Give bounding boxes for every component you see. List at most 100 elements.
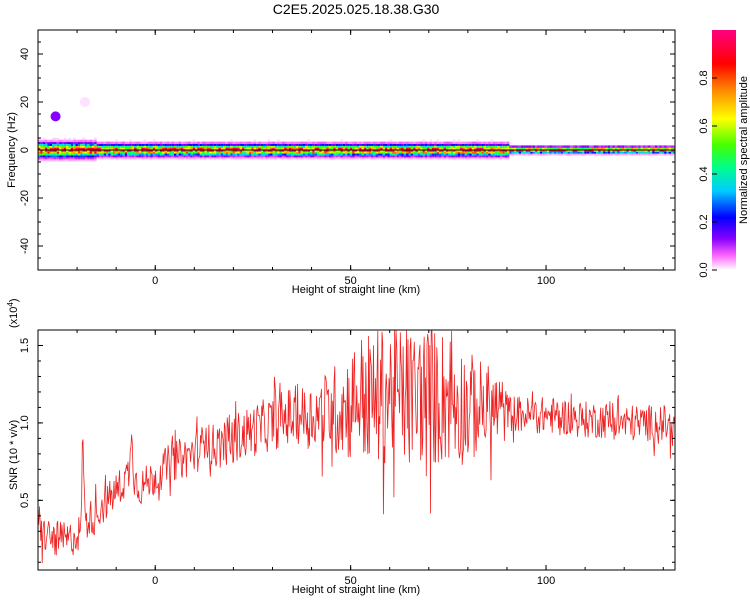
heatmap-cell — [549, 145, 552, 148]
heatmap-cell — [434, 151, 437, 154]
heatmap-cell — [509, 153, 512, 156]
heatmap-cell — [300, 145, 303, 148]
heatmap-cell — [138, 153, 142, 156]
heatmap-cell — [70, 143, 74, 146]
heatmap-cell — [525, 147, 529, 150]
heatmap-cell — [101, 143, 104, 146]
heatmap-cell — [612, 153, 615, 156]
heatmap-cell — [195, 151, 198, 154]
heatmap-cell — [277, 143, 280, 146]
heatmap-cell — [446, 157, 449, 160]
heatmap-cell — [145, 155, 149, 158]
heatmap-cell — [560, 147, 564, 150]
heatmap-cell — [59, 157, 62, 160]
heatmap-cell — [469, 155, 472, 158]
heatmap-cell — [171, 155, 175, 158]
heatmap-cell — [535, 153, 538, 156]
heatmap-cell — [511, 145, 514, 148]
heatmap-cell — [89, 141, 92, 144]
heatmap-cell — [167, 151, 170, 154]
heatmap-cell — [610, 151, 613, 154]
heatmap-cell — [134, 147, 137, 150]
heatmap-cell — [75, 155, 78, 158]
heatmap-cell — [164, 147, 167, 150]
heatmap-cell — [96, 151, 99, 154]
heatmap-cell — [340, 143, 343, 146]
heatmap-cell — [331, 141, 334, 144]
heatmap-cell — [589, 147, 592, 150]
heatmap-cell — [485, 157, 489, 160]
heatmap-cell — [220, 153, 224, 156]
heatmap-cell — [131, 155, 135, 158]
heatmap-cell — [251, 151, 254, 154]
heatmap-cell — [291, 145, 294, 148]
heatmap-cell — [138, 141, 142, 144]
heatmap-cell — [495, 151, 498, 154]
heatmap-cell — [340, 147, 343, 150]
heatmap-cell — [242, 157, 245, 160]
heatmap-cell — [91, 153, 95, 156]
heatmap-cell — [115, 151, 118, 154]
heatmap-cell — [288, 145, 292, 148]
heatmap-cell — [239, 155, 243, 158]
heatmap-cell — [113, 147, 116, 150]
heatmap-cell — [63, 141, 67, 144]
heatmap-cell — [335, 157, 339, 160]
heatmap-cell — [499, 153, 503, 156]
heatmap-cell — [277, 155, 280, 158]
heatmap-cell — [38, 137, 41, 141]
heatmap-cell — [84, 145, 88, 148]
heatmap-cell — [321, 143, 325, 146]
heatmap-cell — [431, 143, 435, 146]
heatmap-cell — [415, 155, 418, 158]
heatmap-cell — [485, 155, 489, 158]
heatmap-cell — [305, 153, 308, 156]
heatmap-cell — [73, 139, 76, 143]
heatmap-cell — [328, 147, 332, 150]
heatmap-cell — [143, 153, 146, 156]
heatmap-cell — [467, 151, 470, 154]
heatmap-cell — [410, 147, 414, 150]
heatmap-cell — [523, 151, 526, 154]
heatmap-cell — [455, 155, 458, 158]
heatmap-cell — [84, 153, 88, 156]
heatmap-cell — [652, 151, 655, 154]
heatmap-cell — [668, 151, 672, 154]
heatmap-cell — [169, 141, 172, 144]
heatmap-cell — [251, 145, 254, 148]
heatmap-cell — [319, 147, 322, 150]
heatmap-cell — [230, 153, 233, 156]
heatmap-cell — [77, 155, 81, 158]
heatmap-cell — [136, 145, 139, 148]
heatmap-cell — [96, 145, 99, 148]
heatmap-cell — [654, 153, 658, 156]
heatmap-cell — [460, 143, 463, 146]
heatmap-cell — [342, 147, 346, 150]
heatmap-cell — [106, 153, 109, 156]
heatmap-cell — [47, 147, 50, 150]
heatmap-cell — [319, 145, 322, 148]
heatmap-cell — [117, 151, 121, 154]
heatmap-cell — [253, 139, 257, 143]
heatmap-cell — [422, 139, 425, 143]
heatmap-cell — [141, 155, 144, 158]
heatmap-cell — [61, 139, 64, 143]
heatmap-cell — [605, 153, 608, 156]
heatmap-cell — [326, 153, 329, 156]
heatmap-cell — [399, 143, 402, 146]
heatmap-cell — [134, 153, 137, 156]
heatmap-blob — [50, 111, 61, 122]
heatmap-cell — [415, 145, 418, 148]
heatmap-cell — [342, 155, 346, 158]
heatmap-cell — [476, 151, 479, 154]
heatmap-cell — [42, 153, 46, 156]
heatmap-cell — [61, 153, 64, 156]
heatmap-cell — [286, 157, 289, 160]
heatmap-cell — [277, 145, 280, 148]
heatmap-cell — [556, 147, 559, 150]
heatmap-cell — [310, 153, 313, 156]
heatmap-cell — [605, 151, 608, 154]
heatmap-cell — [56, 139, 60, 143]
heatmap-cell — [565, 151, 568, 154]
heatmap-cell — [469, 151, 472, 154]
